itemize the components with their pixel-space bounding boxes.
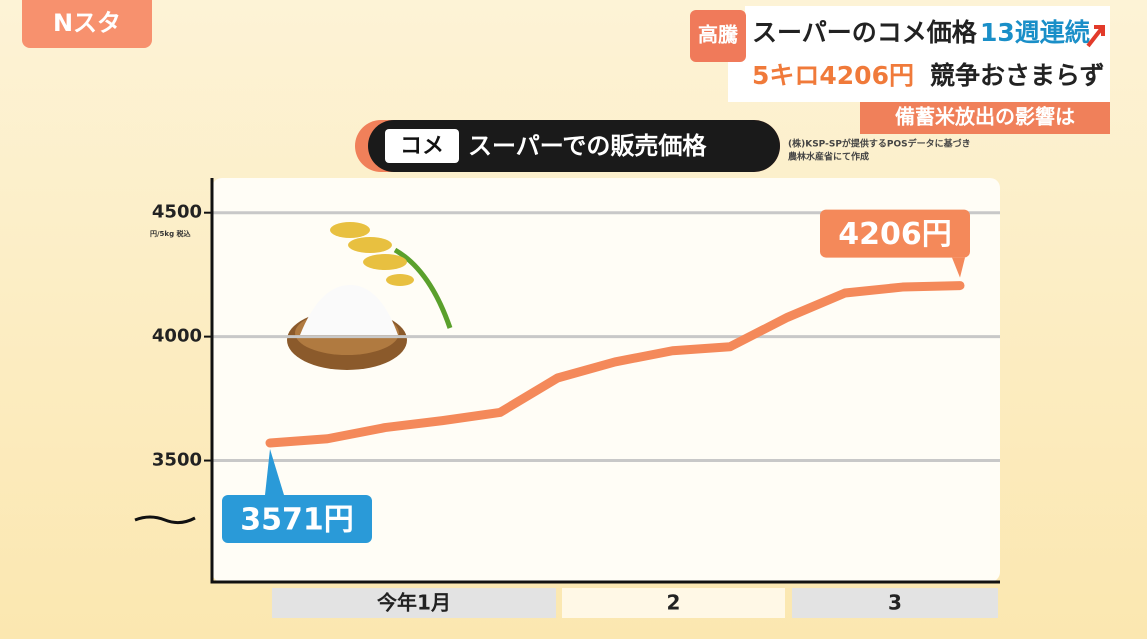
title-pill (368, 120, 780, 172)
y-tick-label: 3500 (152, 450, 202, 471)
value-label: 3571円 (240, 502, 354, 537)
title-tag: コメ (400, 134, 444, 159)
rice-illustration (287, 222, 453, 370)
headline-tag: 高騰 (698, 23, 739, 47)
headline-line2: 競争おさまらず (930, 61, 1105, 90)
x-band (792, 588, 998, 618)
headline-accent: 13週連続 (980, 18, 1090, 47)
value-label: 4206円 (838, 217, 952, 252)
chart-title: スーパーでの販売価格 (468, 132, 707, 160)
label-pointer (265, 448, 284, 495)
y-unit: 円/5kg 税込 (150, 229, 191, 238)
source: (株)KSP-SPが提供するPOSデータに基づき (788, 138, 971, 150)
line (265, 281, 965, 448)
headline-box (728, 56, 1110, 102)
headline-sub: 備蓄米放出の影響は (895, 105, 1075, 129)
y-tick-label: 4500 (152, 202, 202, 223)
headline-sub-box (860, 102, 1110, 134)
value-label-box (222, 494, 372, 543)
value-label-box (820, 209, 970, 258)
logo: Nスタ (53, 9, 121, 37)
headline-box (745, 6, 1110, 56)
x-band-label: 2 (667, 591, 681, 615)
title-tag-box (385, 129, 459, 163)
headline-line1: スーパーのコメ価格 (752, 18, 978, 47)
axis-line (210, 178, 1000, 584)
axis-break (134, 515, 196, 525)
label-pointer (952, 257, 965, 278)
source: 農林水産省にて作成 (788, 151, 869, 163)
x-band-label: 3 (888, 591, 902, 615)
y-tick-label: 4000 (152, 326, 202, 347)
up-arrow-icon (1086, 25, 1105, 48)
headline-accent: 5キロ4206円 (752, 61, 914, 90)
x-band (562, 588, 785, 618)
x-band-label: 今年1月 (377, 591, 451, 615)
logo-box (22, 0, 152, 48)
headline-tag-box (690, 10, 746, 62)
x-band (272, 588, 556, 618)
